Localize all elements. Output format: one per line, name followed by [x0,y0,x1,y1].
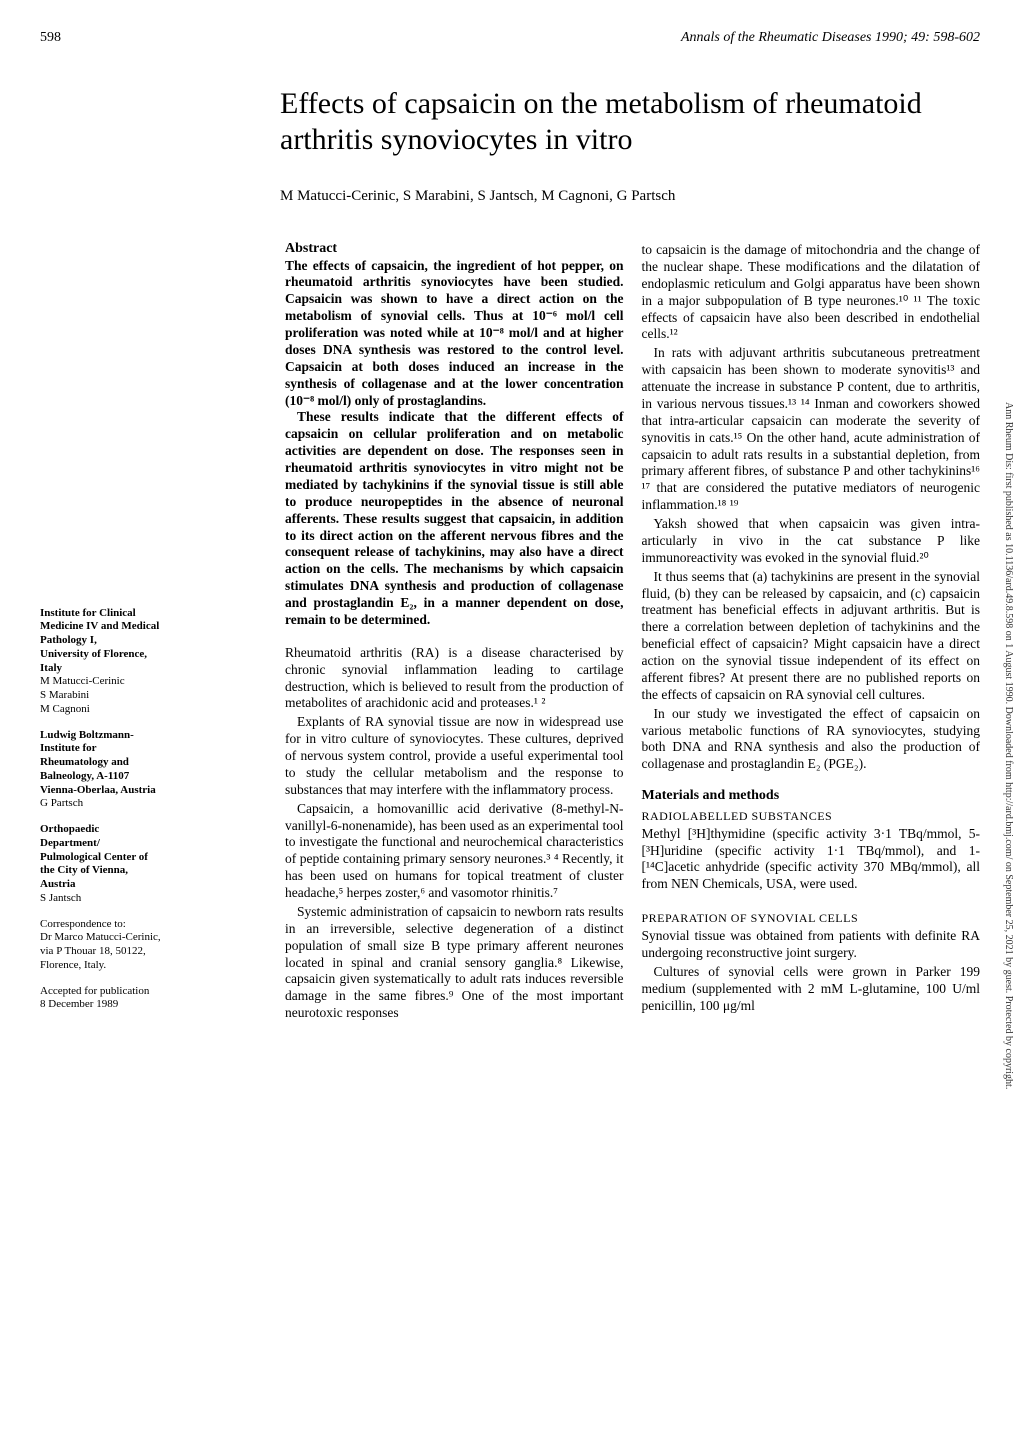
main-columns: Abstract The effects of capsaicin, the i… [285,240,980,1022]
corr-text: Dr Marco Matucci-Cerinic, [40,931,265,945]
author-name: S Jantsch [40,892,265,906]
column-right: to capsaicin is the damage of mitochondr… [642,240,981,1022]
page-header: 598 Annals of the Rheumatic Diseases 199… [40,30,980,46]
affil-text: Ludwig Boltzmann- [40,729,265,743]
affil-text: Balneology, A-1107 [40,770,265,784]
body-para: Methyl [³H]thymidine (specific activity … [642,826,981,894]
abstract-para: The effects of capsaicin, the ingredient… [285,258,624,410]
body-para: Yaksh showed that when capsaicin was giv… [642,516,981,567]
affil-text: the City of Vienna, [40,864,265,878]
author-name: M Cagnoni [40,703,265,717]
article-title: Effects of capsaicin on the metabolism o… [280,86,980,158]
body-para: It thus seems that (a) tachykinins are p… [642,569,981,704]
accepted-text: 8 December 1989 [40,998,265,1012]
affil-text: Institute for Clinical [40,607,265,621]
accepted-text: Accepted for publication [40,985,265,999]
affiliation-block-3: Orthopaedic Department/ Pulmological Cen… [40,823,265,906]
body-para: Cultures of synovial cells were grown in… [642,964,981,1015]
body-para: In rats with adjuvant arthritis subcutan… [642,345,981,514]
affil-text: Austria [40,878,265,892]
body-para: to capsaicin is the damage of mitochondr… [642,242,981,343]
affiliations-sidebar: Institute for Clinical Medicine IV and M… [40,240,265,1022]
affil-text: Orthopaedic [40,823,265,837]
affil-text: Medicine IV and Medical [40,620,265,634]
accepted-block: Accepted for publication 8 December 1989 [40,985,265,1013]
body-para: Rheumatoid arthritis (RA) is a disease c… [285,645,624,713]
section-heading: Materials and methods [642,787,981,805]
author-name: S Marabini [40,689,265,703]
page-number: 598 [40,30,61,46]
affil-text: Italy [40,662,265,676]
journal-reference: Annals of the Rheumatic Diseases 1990; 4… [681,30,980,46]
copyright-vertical-note: Ann Rheum Dis: first published as 10.113… [992,80,1014,1412]
corr-text: via P Thouar 18, 50122, [40,945,265,959]
body-para: Explants of RA synovial tissue are now i… [285,714,624,798]
author-name: G Partsch [40,797,265,811]
corr-text: Florence, Italy. [40,959,265,973]
column-left: Abstract The effects of capsaicin, the i… [285,240,624,1022]
body-para: Synovial tissue was obtained from patien… [642,928,981,962]
affil-text: University of Florence, [40,648,265,662]
affiliation-block-2: Ludwig Boltzmann- Institute for Rheumato… [40,729,265,812]
authors-line: M Matucci-Cerinic, S Marabini, S Jantsch… [280,188,980,205]
subsection-heading: RADIOLABELLED SUBSTANCES [642,809,981,824]
affil-text: Pulmological Center of [40,851,265,865]
abstract-heading: Abstract [285,240,624,258]
affil-text: Rheumatology and [40,756,265,770]
author-name: M Matucci-Cerinic [40,675,265,689]
body-para: Systemic administration of capsaicin to … [285,904,624,1022]
subsection-heading: PREPARATION OF SYNOVIAL CELLS [642,911,981,926]
abstract-para: These results indicate that the differen… [285,409,624,628]
correspondence-block: Correspondence to: Dr Marco Matucci-Ceri… [40,918,265,973]
content-area: Institute for Clinical Medicine IV and M… [40,240,980,1022]
affil-text: Department/ [40,837,265,851]
affil-text: Vienna-Oberlaa, Austria [40,784,265,798]
corr-text: Correspondence to: [40,918,265,932]
affil-text: Institute for [40,742,265,756]
affiliation-block-1: Institute for Clinical Medicine IV and M… [40,607,265,717]
body-para: Capsaicin, a homovanillic acid derivativ… [285,801,624,902]
body-para: In our study we investigated the effect … [642,706,981,774]
affil-text: Pathology I, [40,634,265,648]
